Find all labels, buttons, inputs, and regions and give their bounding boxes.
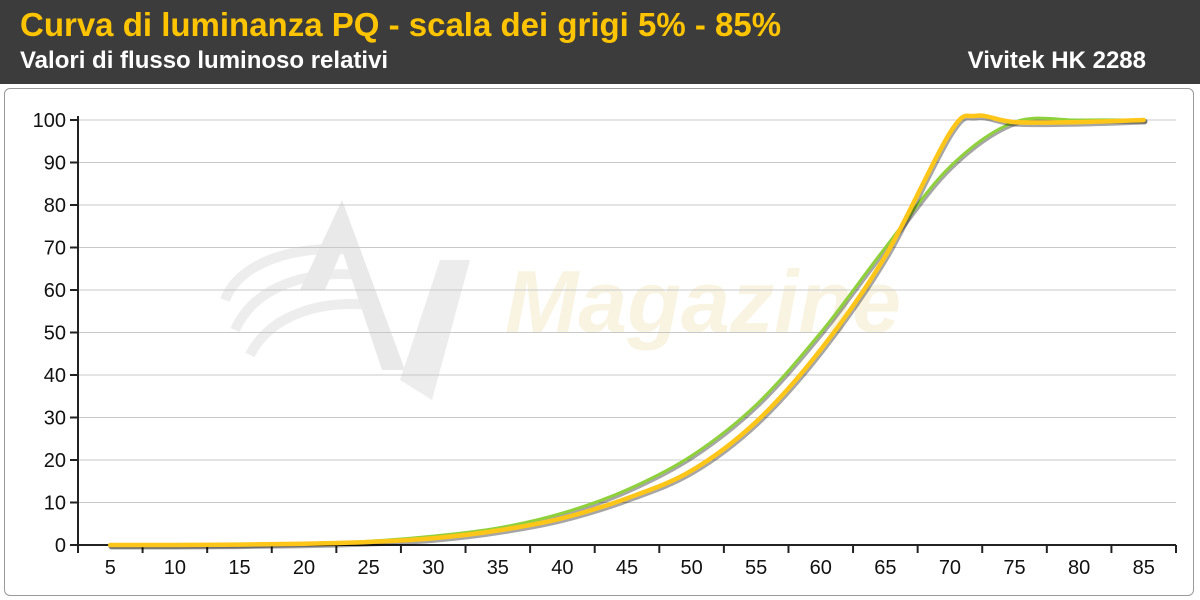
y-tick-label: 70 xyxy=(44,238,66,260)
x-axis-tick-labels: 5 10 15 20 25 30 35 40 45 50 55 60 65 70 75 80 85 xyxy=(105,557,1155,579)
x-tick-label: 25 xyxy=(358,557,380,579)
x-tick-label: 10 xyxy=(164,557,186,579)
grid-lines xyxy=(78,119,1176,546)
x-tick-label: 20 xyxy=(293,557,315,579)
y-tick-label: 0 xyxy=(55,535,66,557)
y-tick-label: 100 xyxy=(33,110,66,132)
series-lines xyxy=(108,113,1148,550)
y-tick-label: 20 xyxy=(44,450,66,472)
x-tick-label: 35 xyxy=(487,557,509,579)
y-tick-label: 50 xyxy=(44,323,66,345)
x-tick-label: 70 xyxy=(939,557,961,579)
y-tick-label: 90 xyxy=(44,153,66,175)
x-tick-label: 80 xyxy=(1068,557,1090,579)
x-tick-label: 45 xyxy=(616,557,638,579)
y-tick-label: 40 xyxy=(44,365,66,387)
plot-area-border xyxy=(4,88,1194,596)
y-axis-tick-labels: 0 10 20 30 40 50 60 70 80 90 100 xyxy=(33,110,66,557)
x-tick-label: 40 xyxy=(551,557,573,579)
x-tick-label: 30 xyxy=(422,557,444,579)
x-tick-label: 60 xyxy=(810,557,832,579)
av-magazine-watermark: Magazine xyxy=(220,200,901,400)
x-tick-label: 75 xyxy=(1003,557,1025,579)
chart-title: Curva di luminanza PQ - scala dei grigi … xyxy=(20,6,782,43)
y-tick-label: 30 xyxy=(44,408,66,430)
x-tick-label: 65 xyxy=(874,557,896,579)
chart-subtitle: Valori di flusso luminoso relativi xyxy=(20,47,389,74)
measured-curve-line xyxy=(108,113,1146,548)
y-tick-label: 10 xyxy=(44,493,66,515)
y-tick-label: 80 xyxy=(44,195,66,217)
x-tick-label: 5 xyxy=(105,557,116,579)
y-tick-label: 60 xyxy=(44,280,66,302)
x-tick-label: 15 xyxy=(228,557,250,579)
chart-header: Curva di luminanza PQ - scala dei grigi … xyxy=(0,0,1200,84)
x-tick-label: 85 xyxy=(1133,557,1155,579)
x-tick-label: 55 xyxy=(745,557,767,579)
device-model-label: Vivitek HK 2288 xyxy=(967,47,1146,74)
x-tick-label: 50 xyxy=(680,557,702,579)
watermark-text: Magazine xyxy=(505,252,901,351)
